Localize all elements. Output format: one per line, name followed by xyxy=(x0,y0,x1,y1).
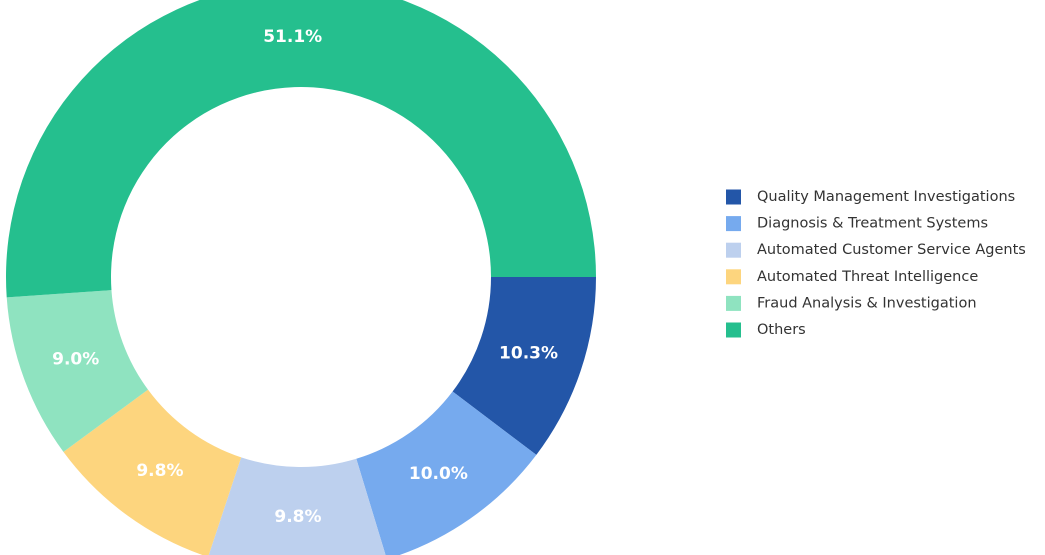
legend-label: Automated Threat Intelligence xyxy=(757,269,978,285)
value-label: 10.3% xyxy=(499,343,558,363)
legend-swatch xyxy=(726,189,741,205)
value-label: 9.8% xyxy=(274,507,321,527)
legend-label: Quality Management Investigations xyxy=(757,189,1015,205)
donut-segment xyxy=(356,391,537,555)
value-label: 10.0% xyxy=(409,464,468,484)
legend-label: Others xyxy=(757,322,806,338)
legend-swatch xyxy=(726,216,741,232)
value-label: 51.1% xyxy=(263,27,322,47)
value-label: 9.0% xyxy=(52,350,99,370)
legend-label: Diagnosis & Treatment Systems xyxy=(757,216,988,232)
donut-segment xyxy=(63,389,242,555)
legend-swatch xyxy=(726,242,741,258)
value-label: 9.8% xyxy=(136,461,183,481)
legend-label: Fraud Analysis & Investigation xyxy=(757,295,977,311)
donut-segment xyxy=(6,0,596,298)
legend-label: Automated Customer Service Agents xyxy=(757,242,1026,258)
legend-swatch xyxy=(726,269,741,285)
donut-segment xyxy=(208,457,386,555)
legend-swatch xyxy=(726,322,741,338)
donut-segment xyxy=(452,277,596,455)
legend-swatch xyxy=(726,295,741,311)
donut-segment xyxy=(6,290,148,452)
